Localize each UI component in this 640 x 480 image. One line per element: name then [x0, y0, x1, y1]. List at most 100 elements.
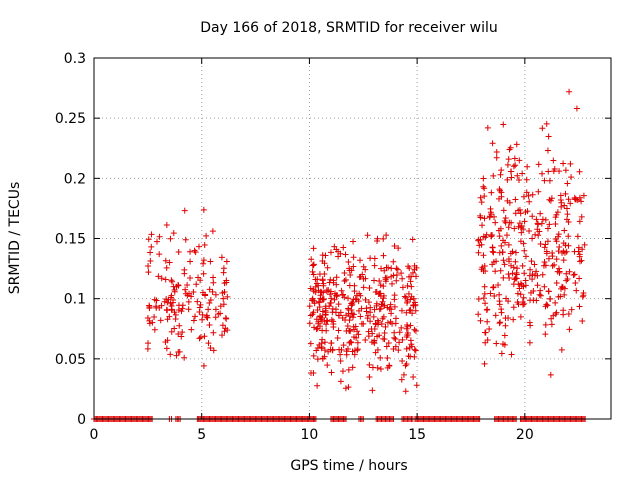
data-point [162, 257, 169, 264]
data-point [176, 322, 183, 329]
data-point [553, 238, 560, 245]
data-point [313, 326, 320, 333]
data-point [157, 317, 164, 324]
data-point [182, 290, 189, 297]
data-point [413, 382, 420, 389]
data-point [403, 309, 410, 316]
data-point [528, 258, 535, 265]
data-point [544, 147, 551, 154]
data-point [369, 387, 376, 394]
data-point [325, 348, 332, 355]
data-point [561, 227, 568, 234]
data-point [346, 282, 353, 289]
data-point [545, 133, 552, 140]
data-point [520, 294, 527, 301]
data-point [520, 193, 527, 200]
data-point [401, 293, 408, 300]
data-point [482, 300, 489, 307]
data-point [224, 293, 231, 300]
data-point [210, 347, 217, 354]
data-point [377, 305, 384, 312]
data-point [145, 262, 152, 269]
data-point [409, 269, 416, 276]
data-point [378, 320, 385, 327]
data-point [352, 323, 359, 330]
data-point [502, 239, 509, 246]
data-point [550, 312, 557, 319]
data-point [482, 329, 489, 336]
data-point [492, 312, 499, 319]
data-point [166, 259, 173, 266]
data-point [166, 313, 173, 320]
data-point [497, 319, 504, 326]
data-point [356, 274, 363, 281]
data-point [201, 242, 208, 249]
data-point [151, 326, 158, 333]
data-point [148, 243, 155, 250]
data-point [318, 314, 325, 321]
data-point [496, 186, 503, 193]
data-point [410, 302, 417, 309]
data-point [398, 307, 405, 314]
data-point [365, 299, 372, 306]
data-point [578, 198, 585, 205]
data-point [502, 322, 509, 329]
data-point [492, 268, 499, 275]
data-point [552, 221, 559, 228]
data-point [349, 299, 356, 306]
data-point [163, 222, 170, 229]
data-point [531, 261, 538, 268]
data-point [152, 303, 159, 310]
data-point [340, 244, 347, 251]
data-point [398, 270, 405, 277]
data-point [532, 231, 539, 238]
data-point [203, 313, 210, 320]
axis-ticks [93, 57, 611, 420]
data-point [556, 269, 563, 276]
data-point [504, 176, 511, 183]
data-point [410, 373, 417, 380]
data-point [515, 281, 522, 288]
data-point [408, 283, 415, 290]
data-point [566, 326, 573, 333]
data-point [371, 262, 378, 269]
data-point [561, 291, 568, 298]
data-point [496, 301, 503, 308]
data-point [547, 197, 554, 204]
data-point [333, 281, 340, 288]
data-point [508, 351, 515, 358]
data-point [380, 313, 387, 320]
data-point [210, 279, 217, 286]
data-point [222, 315, 229, 322]
data-point [579, 293, 586, 300]
data-point [377, 354, 384, 361]
data-point [192, 249, 199, 256]
data-point [171, 325, 178, 332]
data-point [220, 265, 227, 272]
data-point [185, 298, 192, 305]
data-point [478, 199, 485, 206]
tick-labels: 0 5 10 15 20 0 0.05 0.1 0.15 0.2 0.25 0.3 [55, 51, 534, 443]
data-point [169, 278, 176, 285]
data-point [323, 321, 330, 328]
data-point [349, 314, 356, 321]
data-point [332, 309, 339, 316]
data-point [555, 231, 562, 238]
data-point [393, 265, 400, 272]
data-point [339, 292, 346, 299]
data-point [560, 248, 567, 255]
data-point [310, 262, 317, 269]
data-point [308, 256, 315, 263]
data-point [511, 155, 518, 162]
data-point [512, 162, 519, 169]
data-point [404, 332, 411, 339]
data-point [518, 282, 525, 289]
data-point [167, 235, 174, 242]
data-point [404, 282, 411, 289]
data-point [337, 351, 344, 358]
data-point [171, 287, 178, 294]
data-point [490, 172, 497, 179]
data-point [506, 199, 513, 206]
data-point [156, 233, 163, 240]
data-point [539, 170, 546, 177]
